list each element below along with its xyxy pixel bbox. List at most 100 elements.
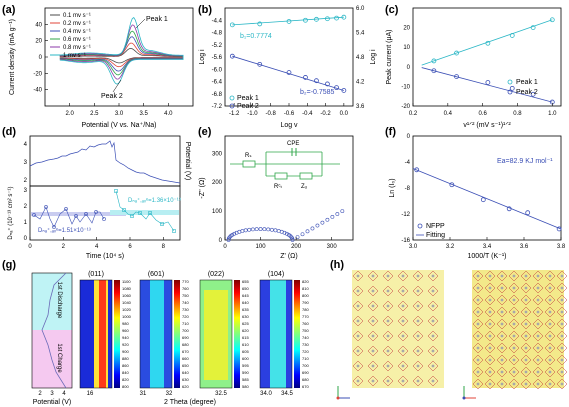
tick-label: 900 (122, 349, 129, 354)
impedance-point (276, 229, 281, 233)
plot-frame (412, 7, 562, 107)
polyhedron (472, 330, 484, 342)
polyhedron (556, 306, 568, 318)
impedance-point (247, 227, 252, 232)
tick-label: 3.0 (409, 244, 418, 250)
data-point (324, 81, 330, 87)
color-scale (234, 280, 240, 388)
map-outline (199, 279, 233, 389)
atom (356, 304, 360, 308)
color-scale (294, 280, 300, 388)
polyhedron (496, 306, 508, 318)
atom (431, 319, 435, 323)
impedance-point (282, 230, 287, 235)
polyhedron (520, 378, 532, 390)
axes-triad-left (336, 386, 350, 400)
tick-label: 670 (182, 349, 189, 354)
data-point (549, 17, 555, 23)
tick-label: 0.2 (409, 111, 418, 117)
polyhedron (472, 270, 484, 282)
polyhedron (472, 282, 484, 294)
polyhedron (496, 366, 508, 378)
atom (512, 298, 516, 302)
tick-label: 660 (182, 356, 189, 361)
polyhedron (496, 330, 508, 342)
tick-label: 750 (302, 328, 309, 333)
tick-label: 1080 (122, 286, 132, 291)
polyhedron (496, 270, 508, 282)
atom (512, 382, 516, 386)
y-tick-bottom-1: 1 (24, 220, 28, 226)
polyhedron (427, 315, 439, 327)
polyhedron (544, 294, 556, 306)
tick-label: 0 (223, 244, 227, 250)
y-ticks-top: 2 3 4 (24, 142, 28, 184)
tick-label: 5.4 (356, 31, 365, 37)
atom (512, 334, 516, 338)
polyhedron (367, 300, 379, 312)
atom (524, 370, 528, 374)
y-ticks-right: 3.6 4.2 4.8 5.4 6.0 (356, 6, 365, 110)
diffusion-point (130, 214, 134, 218)
polyhedron (382, 285, 394, 297)
atom (488, 310, 492, 314)
atom (548, 286, 552, 290)
polyhedron (382, 375, 394, 387)
tick-label: 4 (95, 244, 99, 250)
tick-label: 3.8 (557, 244, 566, 250)
y-axis-label-right: Log i (370, 49, 377, 65)
tick-label: 2.0 (65, 111, 74, 117)
atom (560, 286, 564, 290)
impedance-point (240, 229, 245, 233)
polyhedron (532, 342, 544, 354)
fit-line-1 (232, 55, 344, 91)
impedance-point (340, 209, 345, 214)
polyhedron (520, 342, 532, 354)
atom (512, 346, 516, 350)
polyhedron (544, 306, 556, 318)
tick-label: 670 (302, 384, 309, 389)
tick-label: 600 (242, 356, 249, 361)
tick-label: 615 (242, 335, 249, 340)
data-point (431, 68, 437, 74)
tick-label: 3.5 (139, 111, 148, 117)
polyhedron (508, 270, 520, 282)
tick-label: 730 (182, 307, 189, 312)
potential-frame (31, 272, 73, 389)
polyhedron (397, 315, 409, 327)
map-title: (104) (268, 271, 284, 278)
impedance-point (325, 217, 330, 222)
map-outline (259, 279, 293, 389)
polyhedron (427, 270, 439, 282)
tick-label: -4.4 (212, 18, 223, 24)
polyhedron (412, 285, 424, 297)
polyhedron (472, 306, 484, 318)
tick-label: 0 (407, 65, 411, 71)
polyhedron (484, 366, 496, 378)
atom (500, 358, 504, 362)
y-ticks: 0 100 200 300 (212, 151, 223, 244)
impedance-point (262, 227, 267, 232)
polyhedron (520, 330, 532, 342)
y-tick-top-4: 4 (24, 142, 28, 148)
polyhedron (484, 330, 496, 342)
annotation-activation-energy: Ea=82.9 KJ mol⁻¹ (497, 158, 553, 165)
xrd-map-601: (601) 31 32 770 760 750 740 730 720 710 700 690 6… (140, 271, 190, 397)
atom (476, 346, 480, 350)
tick-label: -0.8 (266, 111, 277, 117)
polyhedron (352, 375, 364, 387)
legend-label-peak-1: Peak 1 (237, 95, 259, 102)
tick-label: 630 (182, 377, 189, 382)
atom (371, 304, 375, 308)
atom (416, 334, 420, 338)
tick-label: 640 (182, 370, 189, 375)
tick-label: 820 (122, 377, 129, 382)
tick-label: 3.0 (115, 111, 124, 117)
y-tick-top-2: 2 (24, 178, 28, 184)
atom (431, 304, 435, 308)
panel-h-structure (336, 270, 568, 400)
tick-label: 620 (182, 384, 189, 389)
xrd-map-104: (104) 34.0 34.5 820 810 800 790 780 770 760 750… (259, 271, 309, 397)
tick-label: 790 (302, 300, 309, 305)
atom (560, 382, 564, 386)
